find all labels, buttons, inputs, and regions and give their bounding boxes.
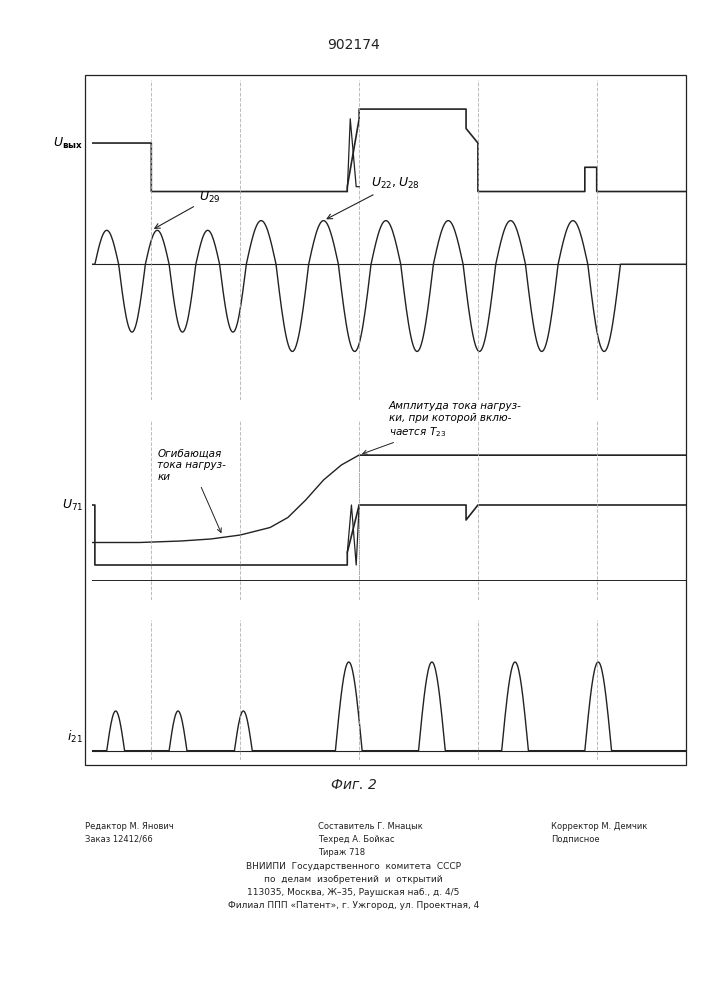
Text: $U_{29}$: $U_{29}$ [155, 190, 220, 228]
Text: Тираж 718: Тираж 718 [318, 848, 366, 857]
Text: Редактор М. Янович: Редактор М. Янович [85, 822, 174, 831]
Text: Амплитуда тока нагруз-
ки, при которой вклю-
чается $T_{23}$: Амплитуда тока нагруз- ки, при которой в… [363, 401, 522, 454]
Text: $U_{\rm \bf вых}$: $U_{\rm \bf вых}$ [53, 135, 83, 151]
Text: Заказ 12412/66: Заказ 12412/66 [85, 835, 153, 844]
Text: по  делам  изобретений  и  открытий: по делам изобретений и открытий [264, 875, 443, 884]
Text: ВНИИПИ  Государственного  комитета  СССР: ВНИИПИ Государственного комитета СССР [246, 862, 461, 871]
Text: Составитель Г. Мнацык: Составитель Г. Мнацык [318, 822, 423, 831]
Text: 113035, Москва, Ж–35, Раушская наб., д. 4/5: 113035, Москва, Ж–35, Раушская наб., д. … [247, 888, 460, 897]
Text: Техред А. Бойкас: Техред А. Бойкас [318, 835, 395, 844]
Text: Филиал ППП «Патент», г. Ужгород, ул. Проектная, 4: Филиал ППП «Патент», г. Ужгород, ул. Про… [228, 901, 479, 910]
Text: $U_{22}, U_{28}$: $U_{22}, U_{28}$ [327, 176, 420, 219]
Text: $i_{21}$: $i_{21}$ [67, 729, 83, 745]
Text: Подписное: Подписное [551, 835, 600, 844]
Text: Фиг. 2: Фиг. 2 [331, 778, 376, 792]
Text: 902174: 902174 [327, 38, 380, 52]
Text: Корректор М. Демчик: Корректор М. Демчик [551, 822, 648, 831]
Text: Огибающая
тока нагруз-
ки: Огибающая тока нагруз- ки [157, 449, 226, 532]
Text: $U_{71}$: $U_{71}$ [62, 497, 83, 513]
